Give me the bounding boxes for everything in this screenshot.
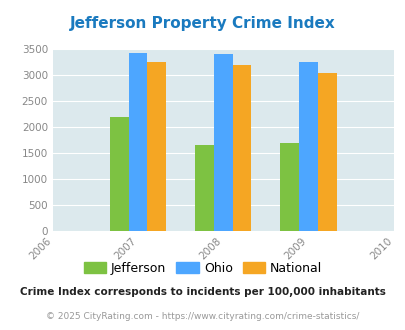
Text: © 2025 CityRating.com - https://www.cityrating.com/crime-statistics/: © 2025 CityRating.com - https://www.city… bbox=[46, 312, 359, 321]
Text: Jefferson Property Crime Index: Jefferson Property Crime Index bbox=[70, 16, 335, 31]
Bar bbox=[110, 117, 128, 231]
Bar bbox=[317, 73, 336, 231]
Bar bbox=[147, 62, 166, 231]
Bar bbox=[298, 62, 317, 231]
Bar bbox=[213, 54, 232, 231]
Text: Crime Index corresponds to incidents per 100,000 inhabitants: Crime Index corresponds to incidents per… bbox=[20, 287, 385, 297]
Legend: Jefferson, Ohio, National: Jefferson, Ohio, National bbox=[79, 257, 326, 280]
Bar bbox=[128, 52, 147, 231]
Bar bbox=[232, 65, 251, 231]
Bar bbox=[280, 143, 298, 231]
Bar bbox=[195, 146, 213, 231]
